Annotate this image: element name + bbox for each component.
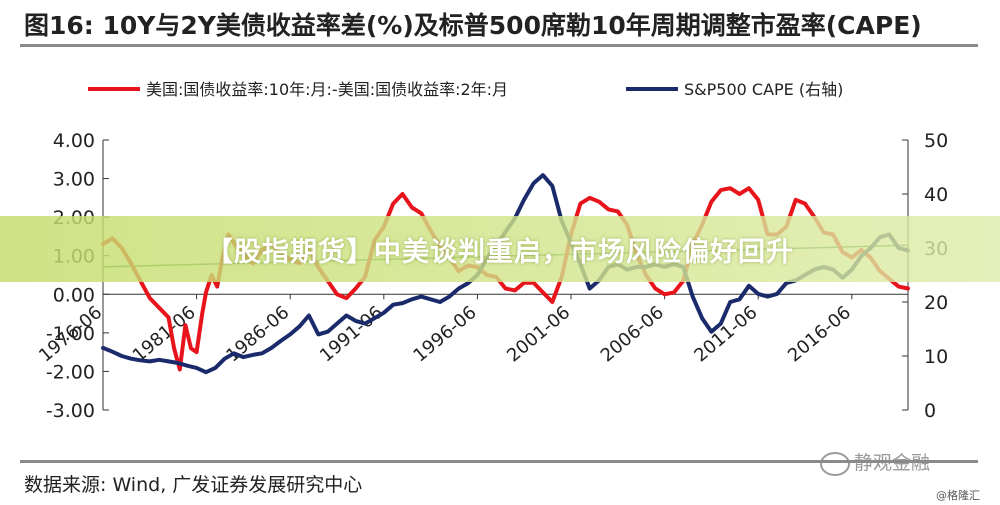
- x-tick-label: 2006-06: [597, 302, 668, 366]
- wechat-icon: [820, 451, 850, 476]
- left-tick-label: 3.00: [53, 169, 95, 191]
- x-tick-label: 2016-06: [784, 302, 855, 366]
- data-source: 数据来源: Wind, 广发证券发展研究中心: [24, 474, 363, 496]
- credit-label: @格隆汇: [936, 489, 980, 502]
- left-tick-label: -1.00: [46, 323, 95, 345]
- news-banner-text: 【股指期货】中美谈判重启，市场风险偏好回升: [206, 236, 794, 268]
- x-tick-label: 2001-06: [503, 302, 574, 366]
- left-tick-label: -2.00: [46, 361, 95, 383]
- left-tick-label: -3.00: [46, 400, 95, 422]
- right-tick-label: 0: [924, 400, 936, 422]
- right-tick-label: 10: [924, 346, 948, 368]
- title-divider: [20, 44, 978, 47]
- right-tick-label: 40: [924, 184, 948, 206]
- left-tick-label: 4.00: [53, 130, 95, 152]
- watermark-text: 静观金融: [854, 452, 931, 474]
- news-banner[interactable]: 【股指期货】中美谈判重启，市场风险偏好回升: [0, 216, 1000, 282]
- right-tick-label: 20: [924, 292, 948, 314]
- x-tick-label: 1986-06: [222, 302, 293, 366]
- x-tick-label: 1991-06: [316, 302, 387, 366]
- chart-title: 图16: 10Y与2Y美债收益率差(%)及标普500席勒10年周期调整市盈率(C…: [24, 11, 922, 40]
- legend-label-yield-spread: 美国:国债收益率:10年:月:-美国:国债收益率:2年:月: [146, 80, 508, 99]
- right-tick-label: 50: [924, 130, 948, 152]
- footer-divider: [20, 460, 978, 463]
- watermark: 静观金融: [820, 448, 930, 476]
- legend-label-cape: S&P500 CAPE (右轴): [684, 80, 843, 99]
- legend: 美国:国债收益率:10年:月:-美国:国债收益率:2年:月 S&P500 CAPE…: [88, 80, 843, 99]
- left-tick-label: 0.00: [53, 284, 95, 306]
- x-tick-label: 1996-06: [410, 302, 481, 366]
